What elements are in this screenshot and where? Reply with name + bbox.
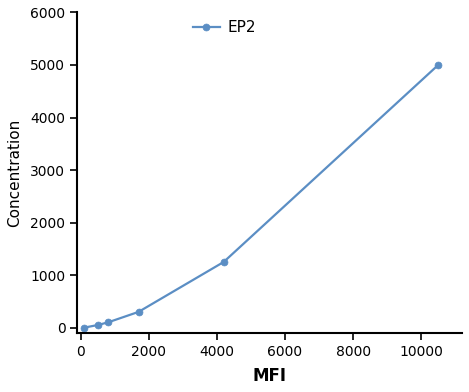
EP2 (136, 310, 141, 314)
X-axis label: MFI: MFI (253, 367, 287, 385)
EP2 (435, 63, 441, 67)
EP2 (81, 325, 87, 330)
Legend: EP2: EP2 (193, 20, 256, 35)
EP2 (105, 320, 111, 325)
EP2 (221, 260, 227, 264)
Y-axis label: Concentration: Concentration (7, 118, 22, 227)
EP2 (95, 323, 100, 327)
Line: EP2: EP2 (81, 62, 442, 331)
